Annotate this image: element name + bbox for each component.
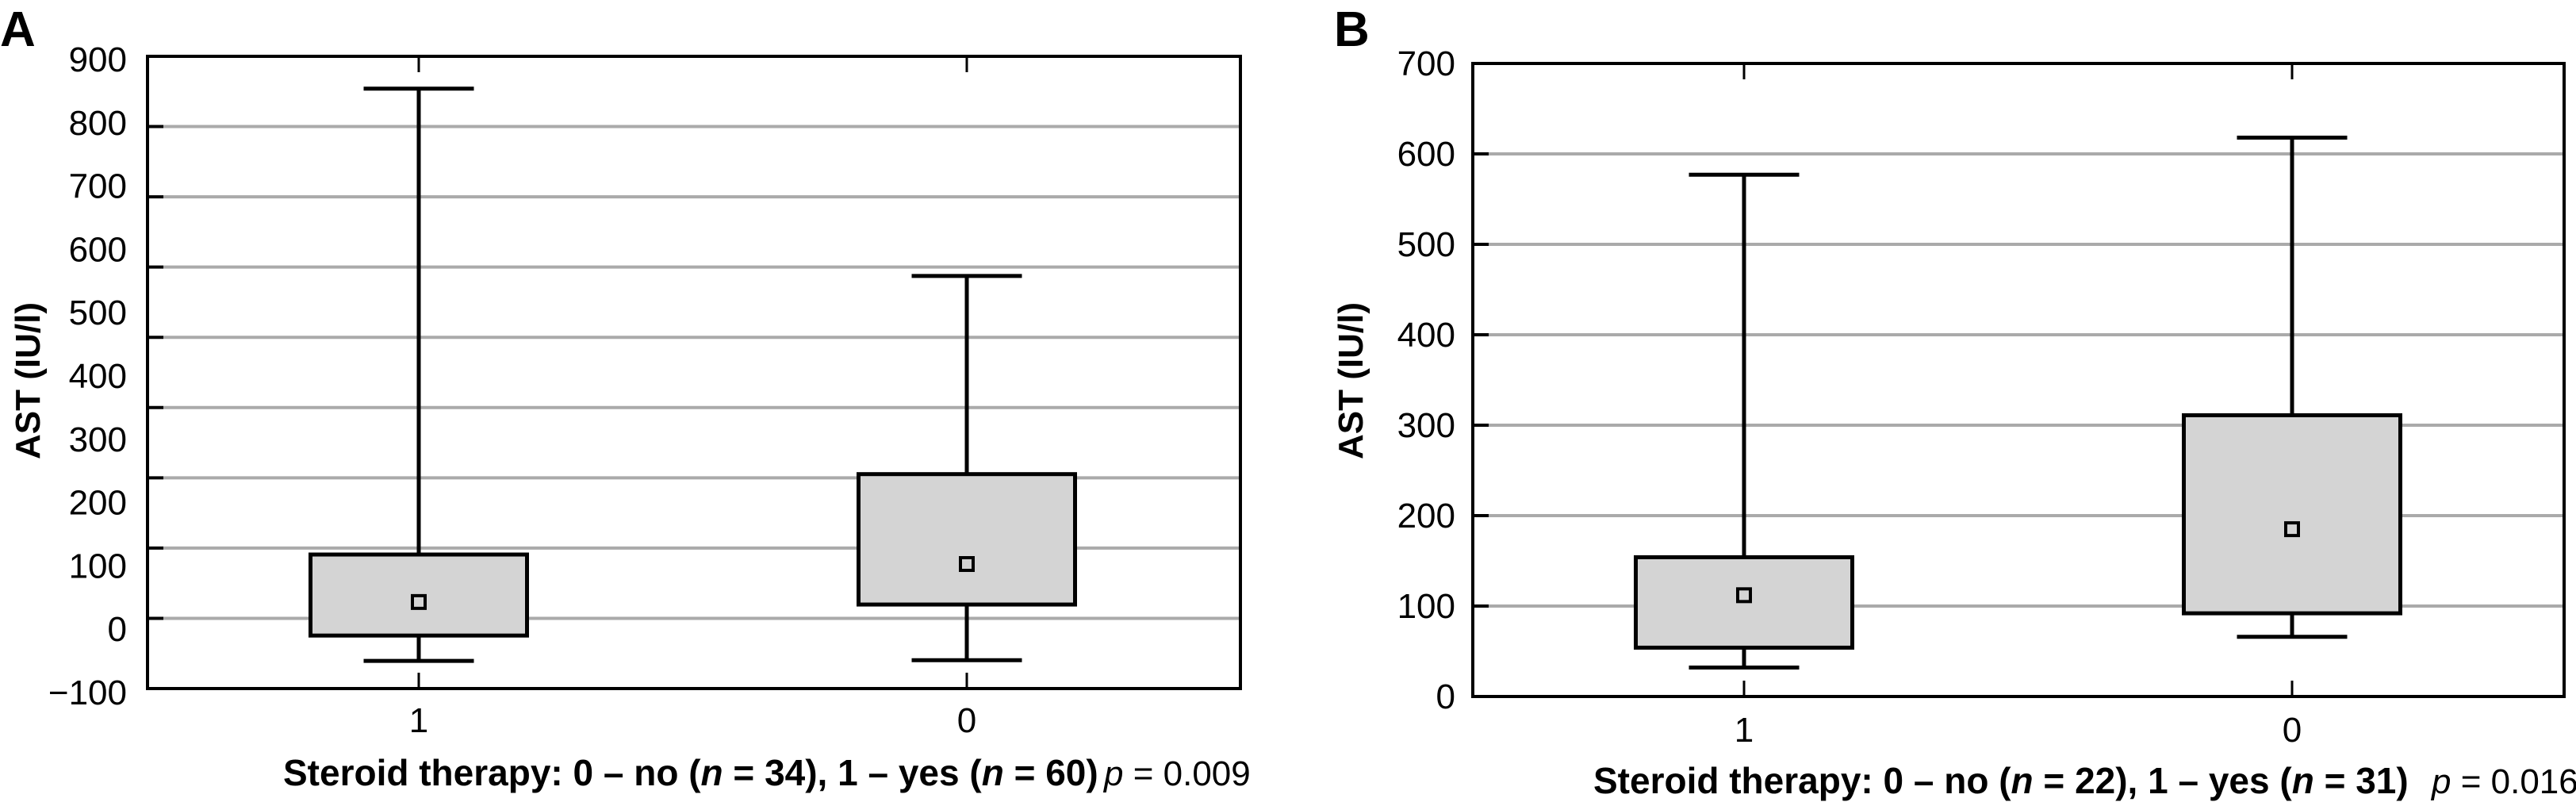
y-tick-label: 400 bbox=[1397, 316, 1455, 355]
x-tick-label: 0 bbox=[957, 701, 976, 740]
boxes bbox=[309, 86, 1077, 663]
box-0 bbox=[2182, 135, 2402, 639]
x-axis-caption: Steroid therapy: 0 – no (n = 34), 1 – ye… bbox=[283, 752, 1098, 793]
panel-letter-b: B bbox=[1334, 2, 1370, 57]
y-tick-label: 300 bbox=[1397, 406, 1455, 445]
y-tick-label: 400 bbox=[69, 357, 127, 396]
median-marker bbox=[2284, 521, 2300, 538]
iqr-box bbox=[2182, 413, 2402, 616]
y-tick-label: 100 bbox=[69, 547, 127, 585]
y-tick-label: 600 bbox=[69, 230, 127, 269]
y-tick-label: 900 bbox=[69, 40, 127, 79]
panel-letter-a: A bbox=[0, 2, 36, 57]
y-axis-title: AST (IU/l) bbox=[1332, 302, 1370, 459]
plot-frame bbox=[1471, 62, 2566, 698]
x-tick-label: 1 bbox=[1735, 711, 1754, 750]
y-tick-label: 700 bbox=[1397, 44, 1455, 83]
panel-a: A AST (IU/l) 900800700600500400300200100… bbox=[0, 2, 1251, 793]
x-tick-label: 0 bbox=[2283, 711, 2302, 750]
p-value: p = 0.009 bbox=[1102, 754, 1251, 793]
y-tick-labels: 900 800 700 600 500 400 300 200 100 0 −100 bbox=[48, 40, 127, 712]
box-1 bbox=[309, 86, 529, 663]
y-tick-label: 500 bbox=[69, 294, 127, 332]
x-axis-caption: Steroid therapy: 0 – no (n = 22), 1 – ye… bbox=[1593, 760, 2409, 801]
y-tick-label: −100 bbox=[48, 673, 127, 712]
y-tick-label: 300 bbox=[69, 420, 127, 459]
median-marker bbox=[411, 593, 427, 610]
x-tick-label: 1 bbox=[409, 701, 428, 740]
y-tick-label: 200 bbox=[1397, 497, 1455, 535]
iqr-box bbox=[857, 472, 1077, 607]
y-tick-label: 0 bbox=[1436, 677, 1455, 716]
y-tick-label: 200 bbox=[69, 484, 127, 523]
box-1 bbox=[1634, 172, 1854, 670]
y-tick-label: 700 bbox=[69, 167, 127, 206]
y-tick-label: 800 bbox=[69, 104, 127, 143]
plot-frame bbox=[146, 55, 1242, 690]
median-marker bbox=[1736, 587, 1752, 604]
boxes bbox=[1634, 135, 2402, 670]
y-tick-label: 500 bbox=[1397, 225, 1455, 264]
y-tick-labels: 700 600 500 400 300 200 100 0 bbox=[1397, 44, 1455, 716]
y-tick-label: 0 bbox=[108, 610, 127, 649]
y-tick-label: 600 bbox=[1397, 135, 1455, 174]
median-marker bbox=[959, 556, 975, 573]
y-axis-title: AST (IU/l) bbox=[9, 302, 48, 459]
box-0 bbox=[857, 274, 1077, 662]
p-value: p = 0.016 bbox=[2430, 762, 2576, 801]
y-tick-label: 100 bbox=[1397, 587, 1455, 626]
